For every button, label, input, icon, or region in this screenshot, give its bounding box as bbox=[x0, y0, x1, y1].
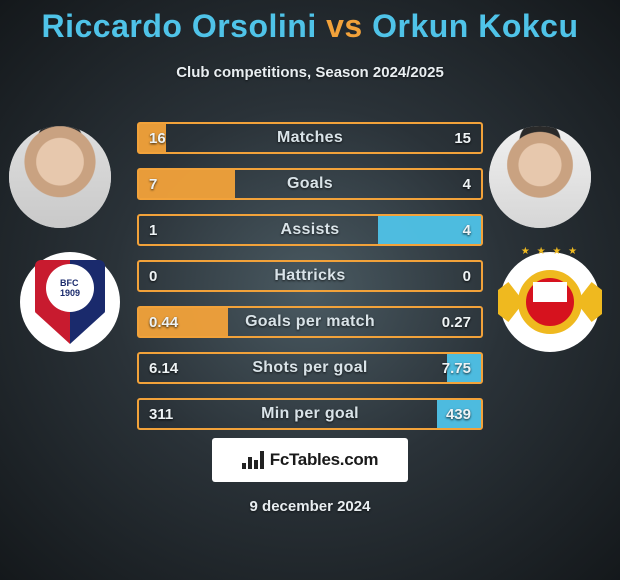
bologna-crest-icon: BFC1909 bbox=[35, 260, 105, 344]
title-vs: vs bbox=[326, 8, 363, 44]
stat-row: 1615Matches bbox=[137, 122, 483, 154]
player1-club-logo: BFC1909 bbox=[20, 252, 120, 352]
brand-text: FcTables.com bbox=[270, 450, 379, 470]
stat-row: 14Assists bbox=[137, 214, 483, 246]
comparison-card: Riccardo Orsolini vs Orkun Kokcu Club co… bbox=[0, 0, 620, 580]
stat-row: 311439Min per goal bbox=[137, 398, 483, 430]
avatar-placeholder-icon bbox=[489, 126, 591, 228]
stats-panel: 1615Matches 74Goals 14Assists 00Hattricks 0.… bbox=[137, 122, 483, 444]
player2-avatar bbox=[489, 126, 591, 228]
stat-label: Goals per match bbox=[139, 308, 481, 336]
player1-avatar bbox=[9, 126, 111, 228]
subtitle: Club competitions, Season 2024/2025 bbox=[0, 64, 620, 81]
page-title: Riccardo Orsolini vs Orkun Kokcu bbox=[0, 8, 620, 45]
stat-row: 0.440.27Goals per match bbox=[137, 306, 483, 338]
stat-row: 00Hattricks bbox=[137, 260, 483, 292]
stat-label: Assists bbox=[139, 216, 481, 244]
avatar-placeholder-icon bbox=[9, 126, 111, 228]
stat-label: Goals bbox=[139, 170, 481, 198]
title-player1: Riccardo Orsolini bbox=[41, 8, 316, 44]
date-label: 9 december 2024 bbox=[0, 498, 620, 515]
title-player2: Orkun Kokcu bbox=[372, 8, 578, 44]
stat-row: 6.147.75Shots per goal bbox=[137, 352, 483, 384]
brand-badge: FcTables.com bbox=[212, 438, 408, 482]
stat-row: 74Goals bbox=[137, 168, 483, 200]
brand-bars-icon bbox=[242, 451, 264, 469]
benfica-crest-icon: ★ ★ ★ ★ bbox=[508, 260, 592, 344]
stat-label: Min per goal bbox=[139, 400, 481, 428]
stat-label: Shots per goal bbox=[139, 354, 481, 382]
stat-label: Matches bbox=[139, 124, 481, 152]
stat-label: Hattricks bbox=[139, 262, 481, 290]
player2-club-logo: ★ ★ ★ ★ bbox=[500, 252, 600, 352]
